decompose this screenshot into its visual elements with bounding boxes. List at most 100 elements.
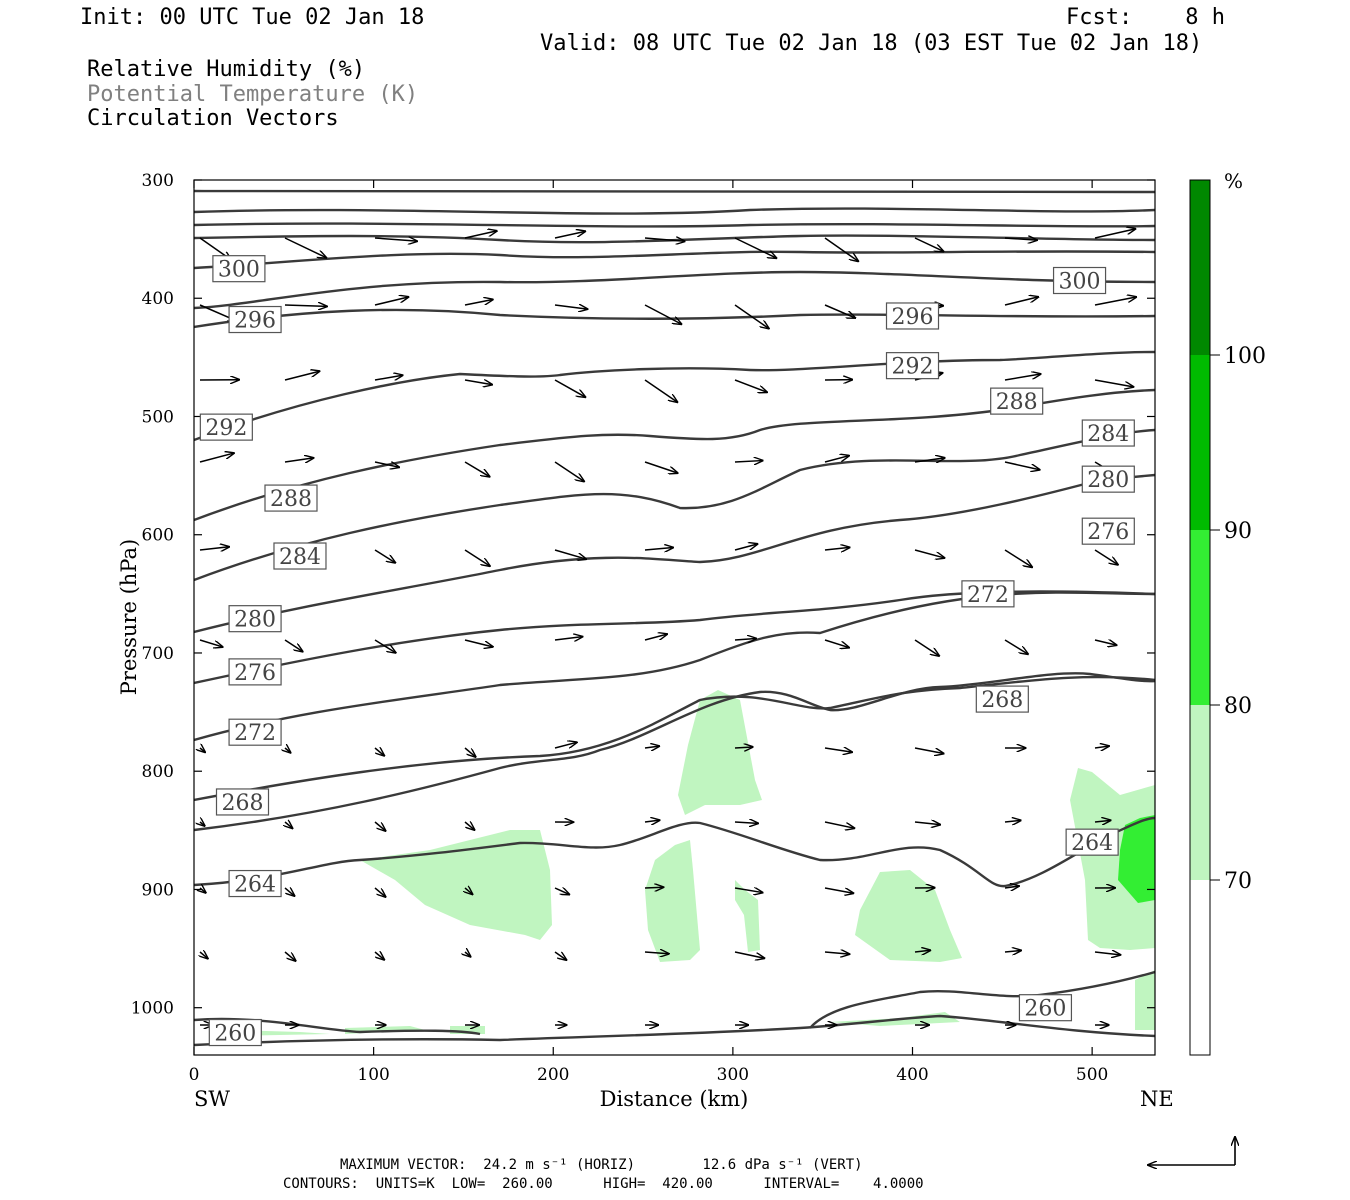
legend-circulation-vectors: Circulation Vectors [87,106,339,131]
circulation-vector [554,637,582,640]
circulation-vector [464,300,493,306]
circulation-vector [284,458,313,462]
contour-label-text: 284 [1087,422,1129,447]
x-axis: 0 100 200 300 400 500 [189,180,1108,1085]
contour-label-text: 264 [234,873,276,898]
rh-70-region [360,830,552,940]
contour-label-text: 296 [234,309,276,334]
valid-time: Valid: 08 UTC Tue 02 Jan 18 (03 EST Tue … [540,31,1203,56]
circulation-vector [464,380,492,385]
circulation-vector [374,821,386,831]
circulation-vector [464,461,490,477]
circulation-vector [200,888,206,893]
circulation-vector [1094,379,1133,387]
contour-label: 260 [208,1018,262,1047]
circulation-vector [554,305,587,309]
theta-contour [194,473,1155,634]
theta-contour [194,428,1155,582]
circulation-vector [374,549,395,563]
contour-label-text: 260 [1024,997,1066,1022]
circulation-vector [464,549,490,566]
contour-label-text: 296 [892,305,934,330]
circulation-vector [554,549,586,559]
circulation-vector [914,822,940,825]
plot-frame [193,179,1156,1056]
circulation-vector [199,547,229,550]
y-tick-label: 700 [142,644,174,664]
contour-label: 276 [228,658,282,686]
theta-contour [194,222,1155,228]
contour-label: 284 [1081,419,1135,447]
x-tick-label: 400 [896,1065,928,1085]
circulation-vectors [200,229,1136,1025]
colorbar: % 70 80 90 100 [1189,169,1266,1056]
circulation-vector [199,453,234,463]
contour-label-text: 264 [1071,831,1113,856]
circulation-vector [554,742,577,749]
rh-70-region [678,690,762,815]
rh-70-region [1135,970,1155,1030]
circulation-vector [914,950,930,952]
circulation-vector [1004,297,1038,306]
circulation-vector [824,887,853,893]
circulation-vector [734,951,764,958]
circulation-vector [824,547,849,550]
contour-label: 268 [975,685,1029,713]
ne-label: NE [1140,1087,1174,1111]
contour-label: 292 [199,413,253,441]
colorbar-unit: % [1224,169,1243,193]
y-tick-label: 600 [142,526,174,546]
circulation-vector [554,461,584,481]
y-tick-label: 400 [142,289,174,309]
circulation-vector [374,748,384,756]
max-vector-note: MAXIMUM VECTOR: 24.2 m s⁻¹ (HORIZ) 12.6 … [340,1157,863,1173]
circulation-vector [374,297,408,306]
circulation-vector [824,821,854,828]
contour-label-text: 280 [234,608,276,633]
circulation-vector [374,887,386,897]
circulation-vector [1094,820,1110,822]
colorbar-label-70: 70 [1224,869,1252,894]
contour-label-text: 276 [234,661,276,686]
contour-label-text: 300 [1059,270,1101,295]
circulation-vector [1004,461,1040,470]
circulation-vector [465,888,472,894]
circulation-vector [464,747,476,757]
circulation-vector [374,238,417,241]
contour-label: 296 [228,305,282,334]
rh-70-region [1070,768,1155,950]
circulation-vector [284,237,326,258]
circulation-vector [734,237,776,258]
circulation-vector [824,748,852,752]
circulation-vector [374,952,384,960]
circulation-vector [734,461,763,462]
contour-label: 292 [885,352,940,380]
forecast-hour: Fcst: 8 h [1066,5,1225,30]
circulation-vector [824,304,855,318]
theta-contour [194,672,1155,832]
contour-info-note: CONTOURS: UNITS=K LOW= 260.00 HIGH= 420.… [283,1176,924,1192]
circulation-vector [734,639,756,640]
circulation-vector [644,461,678,473]
contour-label-text: 276 [1087,520,1129,545]
theta-contour [194,1014,1155,1047]
x-tick-label: 100 [357,1065,389,1085]
circulation-vector [1094,549,1118,565]
circulation-vector [644,746,659,748]
circulation-vector [1094,640,1117,645]
contour-label: 280 [1081,465,1135,493]
circulation-vector [554,379,585,397]
circulation-vector [734,747,753,748]
contour-label: 272 [228,718,282,746]
contour-label: 276 [1081,517,1135,545]
rh-70-region [645,840,700,962]
circulation-vector [464,822,474,830]
theta-contour [809,970,1155,1029]
x-axis-title: Distance (km) [600,1087,749,1111]
colorbar-80 [1190,530,1210,705]
theta-contour [194,234,1155,244]
contour-label: 296 [885,302,940,330]
legend-potential-temperature: Potential Temperature (K) [87,82,419,107]
circulation-vector [200,822,205,826]
contour-label: 300 [1052,266,1107,295]
